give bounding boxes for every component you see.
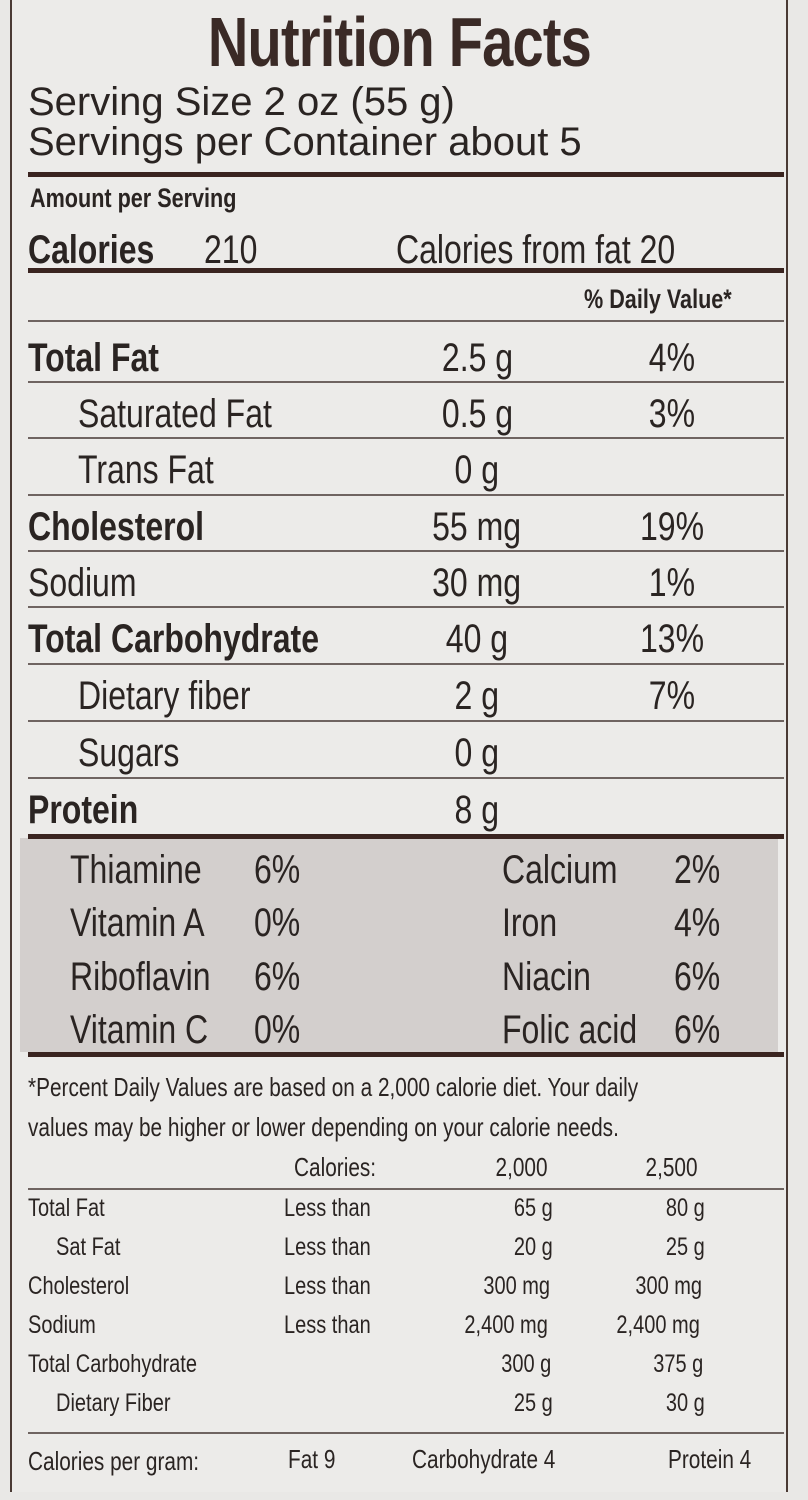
- dv-row-col1: 2,400 mg: [464, 1311, 548, 1339]
- dv-row-col1: 300 g: [501, 1350, 552, 1378]
- calories-per-gram-carbohydrate: Carbohydrate 4: [412, 1444, 556, 1474]
- nutrition-label: Nutrition Facts Serving Size 2 oz (55 g)…: [10, 0, 788, 1492]
- nutrient-name: Total Carbohydrate: [28, 617, 319, 661]
- dv-row-col2: 30 g: [666, 1389, 706, 1417]
- dv-row-name: Total Fat: [28, 1194, 105, 1222]
- divider: [28, 1188, 784, 1190]
- dv-row-col1: 25 g: [514, 1389, 554, 1417]
- nutrient-daily-value: 3%: [648, 392, 696, 436]
- calories-per-gram-protein: Protein 4: [668, 1444, 752, 1474]
- dv-row-col1: 65 g: [514, 1194, 554, 1222]
- vitamins-box: [20, 838, 778, 1052]
- vitamin-name: Iron: [502, 901, 558, 945]
- vitamin-name: Vitamin C: [70, 1008, 209, 1052]
- dv-row-col2: 25 g: [666, 1233, 706, 1261]
- dv-row-name: Total Carbohydrate: [28, 1350, 197, 1378]
- nutrient-amount: 0 g: [454, 731, 500, 775]
- page-title: Nutrition Facts: [207, 3, 591, 81]
- divider: [28, 437, 784, 439]
- dv-row-col1: 20 g: [514, 1233, 554, 1261]
- vitamin-name: Vitamin A: [70, 901, 205, 945]
- vitamin-name: Thiamine: [70, 848, 202, 892]
- dv-table-header-col2: 2,500: [645, 1152, 698, 1182]
- dv-row-col2: 375 g: [653, 1350, 704, 1378]
- dv-table-header-col1: 2,000: [495, 1152, 548, 1182]
- dv-row-col2: 300 mg: [634, 1272, 702, 1300]
- divider: [28, 606, 784, 608]
- divider-thick: [28, 268, 784, 273]
- calories-from-fat: Calories from fat 20: [396, 228, 676, 272]
- vitamin-name: Calcium: [502, 848, 618, 892]
- nutrient-name: Dietary fiber: [78, 674, 251, 718]
- nutrient-name: Cholesterol: [28, 505, 205, 549]
- dv-row-name: Dietary Fiber: [56, 1389, 171, 1417]
- dv-row-col2: 2,400 mg: [616, 1311, 700, 1339]
- divider-thick: [28, 834, 784, 839]
- dv-row-name: Sat Fat: [56, 1233, 121, 1261]
- divider: [28, 777, 784, 779]
- divider: [28, 1432, 784, 1434]
- vitamin-value: 6%: [254, 955, 301, 999]
- nutrient-daily-value: 13%: [639, 617, 705, 661]
- nutrient-daily-value: [622, 788, 722, 833]
- calories-per-gram-fat: Fat 9: [288, 1444, 336, 1474]
- vitamin-name: Niacin: [502, 955, 591, 999]
- vitamin-value: 2%: [674, 848, 721, 892]
- divider: [28, 720, 784, 722]
- vitamin-value: 4%: [674, 901, 721, 945]
- dv-row-name: Sodium: [28, 1311, 96, 1339]
- vitamin-value: 6%: [674, 1008, 721, 1052]
- dv-table-header-label: Calories:: [294, 1152, 377, 1182]
- serving-size: Serving Size 2 oz (55 g): [28, 80, 455, 124]
- nutrient-amount: 2 g: [454, 674, 500, 718]
- dv-row-limit: Less than: [284, 1194, 371, 1222]
- dv-row-col1: 300 mg: [482, 1272, 550, 1300]
- nutrient-name: Sugars: [78, 731, 180, 775]
- vitamin-name: Folic acid: [502, 1008, 638, 1052]
- nutrient-name: Total Fat: [28, 336, 159, 380]
- dv-row-limit: Less than: [284, 1233, 371, 1261]
- nutrient-daily-value: 7%: [648, 674, 696, 718]
- vitamin-value: 6%: [674, 955, 721, 999]
- calories-label: Calories: [28, 228, 155, 272]
- divider: [28, 663, 784, 665]
- calories-value: 210: [204, 228, 258, 272]
- servings-per-container: Servings per Container about 5: [28, 120, 582, 164]
- divider-thick: [28, 172, 784, 177]
- daily-value-header: % Daily Value*: [584, 284, 732, 314]
- nutrient-amount: 30 mg: [432, 561, 522, 605]
- vitamin-value: 0%: [254, 901, 301, 945]
- dv-row-name: Cholesterol: [28, 1272, 130, 1300]
- dv-row-col2: 80 g: [666, 1194, 706, 1222]
- nutrient-name: Trans Fat: [78, 448, 214, 492]
- amount-per-serving: Amount per Serving: [30, 183, 237, 213]
- nutrient-daily-value: [622, 448, 722, 493]
- divider: [28, 550, 784, 552]
- nutrient-daily-value: 19%: [639, 505, 705, 549]
- nutrient-amount: 0 g: [454, 448, 500, 492]
- vitamin-name: Riboflavin: [70, 955, 211, 999]
- footnote-line: values may be higher or lower depending …: [28, 1112, 619, 1142]
- nutrient-name: Sodium: [28, 561, 137, 605]
- divider: [28, 494, 784, 496]
- nutrient-daily-value: 4%: [648, 336, 696, 380]
- calories-per-gram-label: Calories per gram:: [28, 1446, 200, 1476]
- divider: [28, 320, 784, 322]
- nutrient-amount: 8 g: [454, 788, 500, 832]
- divider: [28, 381, 784, 383]
- divider-thick: [28, 1052, 784, 1057]
- nutrient-name: Saturated Fat: [78, 392, 272, 436]
- nutrient-amount: 55 mg: [432, 505, 522, 549]
- vitamin-value: 6%: [254, 848, 301, 892]
- nutrient-name: Protein: [28, 788, 139, 832]
- nutrient-daily-value: 1%: [648, 561, 696, 605]
- dv-row-limit: Less than: [284, 1272, 371, 1300]
- nutrient-amount: 40 g: [445, 617, 509, 661]
- footnote-line: *Percent Daily Values are based on a 2,0…: [28, 1072, 639, 1102]
- nutrient-amount: 2.5 g: [441, 336, 513, 380]
- vitamin-value: 0%: [254, 1008, 301, 1052]
- dv-row-limit: Less than: [284, 1311, 371, 1339]
- nutrient-daily-value: [622, 731, 722, 776]
- nutrient-amount: 0.5 g: [441, 392, 513, 436]
